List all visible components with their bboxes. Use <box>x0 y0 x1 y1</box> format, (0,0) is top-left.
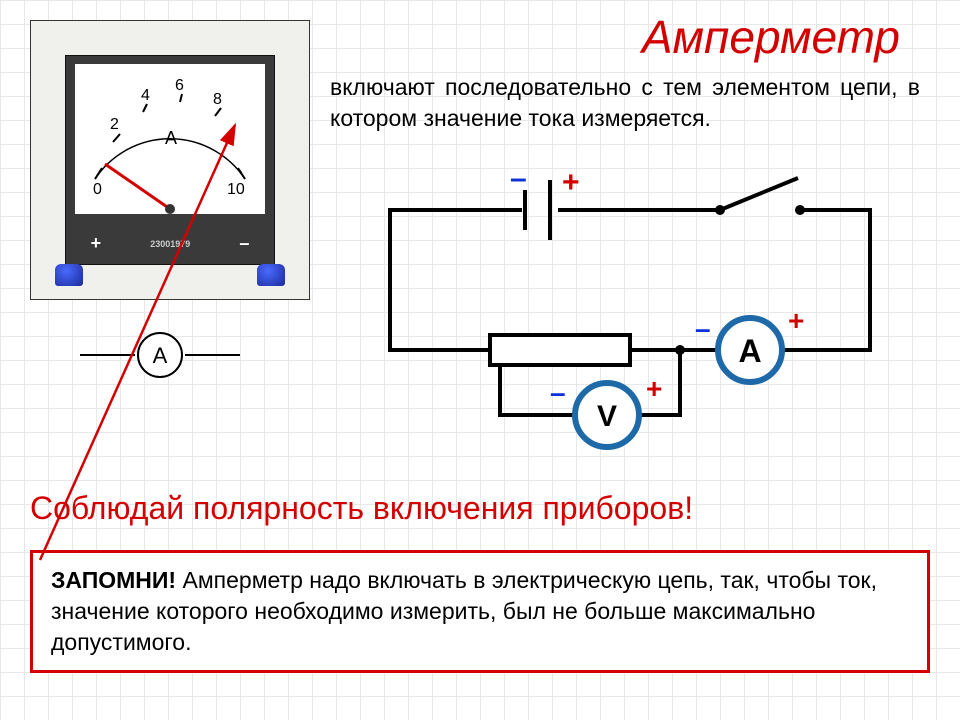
voltmeter-plus: + <box>646 373 662 404</box>
battery-plus: + <box>562 170 580 199</box>
meter-minus: – <box>239 233 249 254</box>
switch-symbol <box>715 178 805 215</box>
meter-body: 0 2 4 6 8 10 A + 23001979 – <box>65 55 275 265</box>
meter-plus: + <box>91 233 102 254</box>
meter-scale-svg: 0 2 4 6 8 10 A <box>75 64 265 214</box>
meter-model: 23001979 <box>150 239 190 249</box>
terminal-right <box>257 264 285 286</box>
ammeter-photo: 0 2 4 6 8 10 A + 23001979 – <box>30 20 310 300</box>
note-box: ЗАПОМНИ! Амперметр надо включать в элект… <box>30 550 930 673</box>
battery-minus: – <box>510 170 527 195</box>
battery-symbol <box>525 180 550 240</box>
scale-unit: A <box>165 128 177 148</box>
scale-10: 10 <box>227 181 245 198</box>
polarity-warning: Соблюдай полярность включения приборов! <box>30 490 930 527</box>
meter-needle <box>105 164 170 209</box>
node-right <box>675 345 685 355</box>
description-text: включают последовательно с тем элементом… <box>330 72 920 134</box>
circuit-voltmeter-label: V <box>597 400 617 433</box>
slide-content: Амперметр включают последовательно с тем… <box>0 0 960 720</box>
circuit-ammeter-label: A <box>738 333 761 369</box>
ammeter-minus: – <box>695 313 711 344</box>
scale-2: 2 <box>110 116 119 133</box>
note-lead: ЗАПОМНИ! <box>51 567 176 593</box>
terminal-left <box>55 264 83 286</box>
scale-4: 4 <box>141 87 150 104</box>
terminal-row <box>55 264 285 286</box>
voltmeter-minus: – <box>550 377 566 408</box>
symbol-label: A <box>153 343 168 368</box>
meter-pivot <box>165 204 175 214</box>
ammeter-schematic-symbol: A <box>80 330 240 380</box>
page-title: Амперметр <box>642 10 900 64</box>
ammeter-plus: + <box>788 305 804 336</box>
scale-0: 0 <box>93 181 102 198</box>
meter-polarity-signs: + 23001979 – <box>66 233 274 254</box>
scale-8: 8 <box>213 91 222 108</box>
circuit-diagram: – + A – + V – + <box>350 170 910 450</box>
resistor-symbol <box>490 335 630 365</box>
meter-face: 0 2 4 6 8 10 A <box>75 64 265 214</box>
scale-6: 6 <box>175 77 184 94</box>
